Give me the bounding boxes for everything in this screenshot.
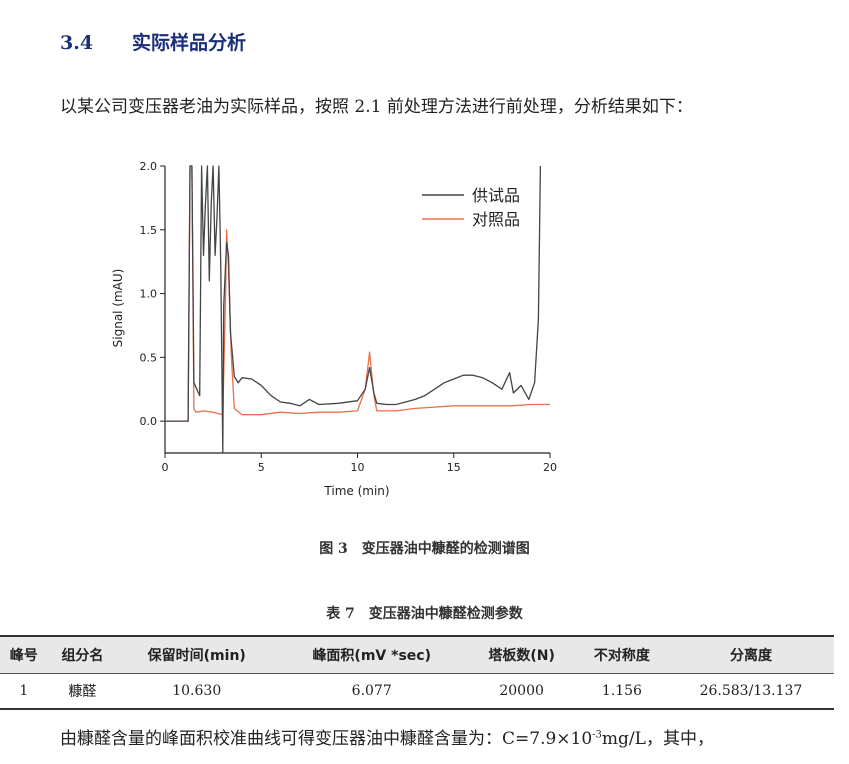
cell-retention-time: 10.630 (117, 673, 277, 710)
y-tick-label: 0.0 (140, 415, 158, 428)
cell-resolution: 26.583/13.137 (667, 673, 834, 710)
params-table: 峰号 组分名 保留时间(min) 峰面积(mV *sec) 塔板数(N) 不对称… (0, 635, 834, 710)
y-tick-label: 0.5 (140, 351, 158, 364)
cell-peak-no: 1 (0, 673, 48, 710)
conclusion-paragraph: 由糠醛含量的峰面积校准曲线可得变压器油中糠醛含量为：C=7.9×10-3mg/L… (60, 724, 714, 749)
col-component: 组分名 (47, 635, 118, 674)
col-retention-time: 保留时间(min) (117, 635, 277, 674)
table-header-row: 峰号 组分名 保留时间(min) 峰面积(mV *sec) 塔板数(N) 不对称… (0, 635, 834, 674)
series-line-reference (165, 165, 550, 422)
chromatogram-chart: 0 5 10 15 20 Time (min) 0.0 0.5 1.0 1.5 2.0 Sign… (111, 160, 557, 498)
section-title: 实际样品分析 (132, 32, 247, 54)
col-asymmetry: 不对称度 (575, 635, 668, 674)
col-plates: 塔板数(N) (467, 635, 576, 674)
x-tick-label: 0 (162, 461, 169, 474)
cell-component: 糠醛 (47, 673, 118, 710)
legend-label-sample: 供试品 (472, 186, 520, 205)
table-caption: 表 7 变压器油中糠醛检测参数 (326, 606, 523, 622)
conclusion-text: 由糠醛含量的峰面积校准曲线可得变压器油中糠醛含量为：C=7.9×10 (60, 729, 593, 749)
cell-plates: 20000 (467, 673, 576, 710)
y-tick-label: 2.0 (140, 160, 158, 173)
y-tick-label: 1.0 (140, 288, 158, 301)
y-axis: 0.0 0.5 1.0 1.5 2.0 Signal (mAU) (111, 160, 166, 453)
conclusion-unit: mg/L，其中， (601, 729, 714, 749)
cell-asymmetry: 1.156 (575, 673, 668, 710)
x-axis-label: Time (min) (323, 484, 389, 498)
x-tick-label: 10 (351, 461, 365, 474)
conclusion-exponent: -3 (592, 729, 602, 741)
x-ticks: 0 5 10 15 20 (162, 453, 557, 474)
x-axis: 0 5 10 15 20 Time (min) (162, 452, 557, 498)
legend-label-reference: 对照品 (472, 210, 520, 229)
y-tick-label: 1.5 (140, 224, 158, 237)
series-line-sample (165, 165, 542, 454)
col-resolution: 分离度 (667, 635, 834, 674)
col-peak-no: 峰号 (0, 635, 48, 674)
table-row: 1 糠醛 10.630 6.077 20000 1.156 26.583/13.… (0, 673, 834, 710)
x-tick-label: 20 (543, 461, 557, 474)
section-number: 3.4 (60, 32, 94, 54)
col-peak-area: 峰面积(mV *sec) (276, 635, 468, 674)
section-heading: 3.4 实际样品分析 (60, 28, 246, 55)
x-tick-label: 15 (447, 461, 461, 474)
intro-paragraph: 以某公司变压器老油为实际样品，按照 2.1 前处理方法进行前处理，分析结果如下： (60, 97, 693, 117)
x-tick-label: 5 (258, 461, 265, 474)
cell-peak-area: 6.077 (276, 673, 468, 710)
legend: 供试品 对照品 (422, 186, 520, 229)
y-axis-label: Signal (mAU) (111, 269, 125, 348)
figure-caption: 图 3 变压器油中糠醛的检测谱图 (319, 541, 530, 557)
series-layer (165, 165, 550, 454)
y-ticks: 0.0 0.5 1.0 1.5 2.0 (140, 160, 165, 428)
